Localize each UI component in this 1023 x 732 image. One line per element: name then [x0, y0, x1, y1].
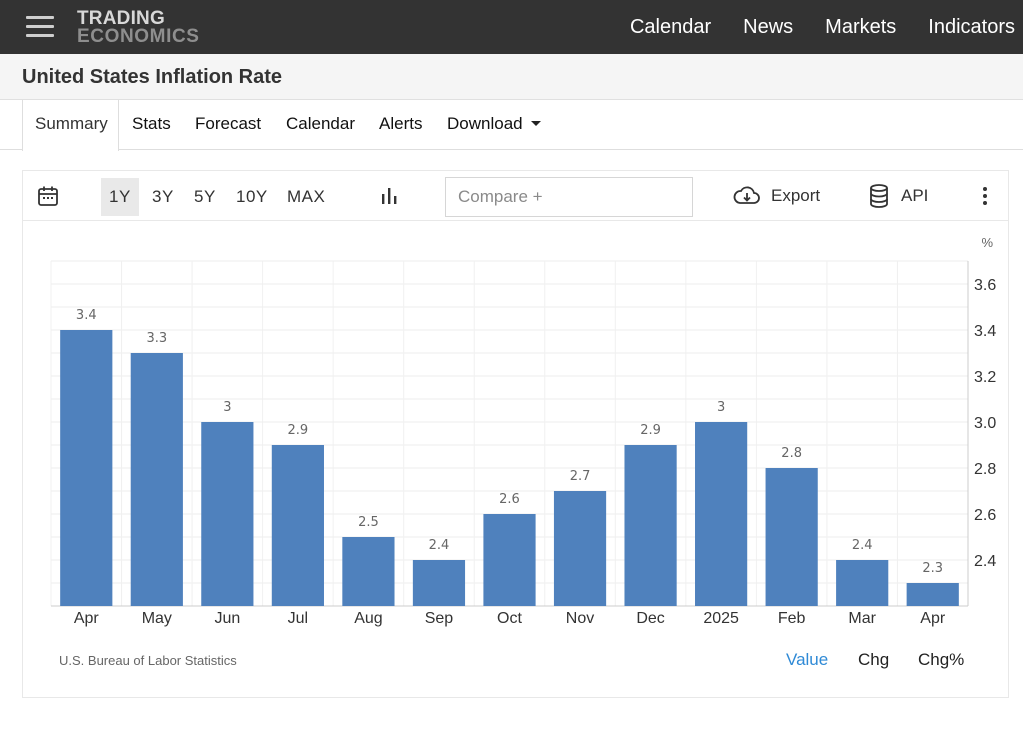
- x-tick-label: Jul: [288, 610, 308, 627]
- data-label: 3: [223, 400, 231, 415]
- more-vertical-icon[interactable]: [981, 186, 989, 206]
- nav-link-news[interactable]: News: [743, 15, 794, 38]
- range-5y[interactable]: 5Y: [194, 187, 216, 206]
- chart-bars: 3.4 3.3 3 2.9 2.5 2.4 2.6 2.7 2.9 3 2.8 2.4 2.3: [60, 308, 959, 606]
- y-tick-label: 2.4: [974, 553, 996, 570]
- range-1y[interactable]: 1Y: [101, 178, 139, 216]
- x-tick-label: 2025: [703, 610, 739, 627]
- data-label: 2.4: [852, 538, 873, 553]
- bar[interactable]: [130, 353, 183, 606]
- y-tick-label: 2.8: [974, 461, 996, 478]
- data-label: 2.5: [358, 515, 379, 530]
- cloud-download-icon[interactable]: [732, 185, 762, 207]
- caret-down-icon: [530, 120, 541, 126]
- range-max[interactable]: MAX: [287, 187, 326, 206]
- compare-input[interactable]: [445, 177, 693, 217]
- top-nav-links: Calendar News Markets Indicators: [598, 0, 1015, 54]
- nav-link-indicators[interactable]: Indicators: [928, 15, 1015, 38]
- mode-chg-pct-button[interactable]: Chg%: [918, 650, 965, 669]
- x-axis-ticks: Apr May Jun Jul Aug Sep Oct Nov Dec 2025 Feb Mar Apr: [74, 610, 946, 627]
- bar[interactable]: [342, 537, 395, 606]
- y-tick-label: 3.6: [974, 277, 996, 294]
- data-label: 3.3: [146, 331, 167, 346]
- page-title: United States Inflation Rate: [22, 66, 283, 88]
- x-tick-label: May: [142, 610, 172, 627]
- range-10y[interactable]: 10Y: [236, 187, 268, 206]
- tab-forecast[interactable]: Forecast: [195, 114, 262, 133]
- x-tick-label: Dec: [636, 610, 664, 627]
- top-nav-bar: TRADING ECONOMICS Calendar News Markets …: [0, 0, 1023, 54]
- chart-toolbar: 1Y 3Y 5Y 10Y MAX Export API: [23, 171, 1008, 221]
- hamburger-menu-icon[interactable]: [26, 16, 54, 38]
- y-tick-label: 3.2: [974, 369, 996, 386]
- data-label: 3: [717, 400, 725, 415]
- tab-bar: Summary Stats Forecast Calendar Alerts D…: [0, 100, 1023, 151]
- nav-link-markets[interactable]: Markets: [825, 15, 897, 38]
- x-tick-label: Jun: [214, 610, 240, 627]
- tab-download-label: Download: [447, 114, 523, 133]
- export-button[interactable]: Export: [771, 186, 821, 205]
- nav-link-calendar[interactable]: Calendar: [629, 15, 712, 38]
- range-3y[interactable]: 3Y: [152, 187, 174, 206]
- tab-summary[interactable]: Summary: [22, 100, 119, 151]
- y-axis-ticks: 3.6 3.4 3.2 3.0 2.8 2.6 2.4: [974, 277, 996, 570]
- y-tick-label: 3.0: [974, 415, 996, 432]
- calendar-icon[interactable]: [37, 185, 59, 207]
- api-button[interactable]: API: [901, 186, 929, 205]
- bar[interactable]: [624, 445, 677, 606]
- x-tick-label: Mar: [848, 610, 876, 627]
- tab-download[interactable]: Download: [447, 100, 541, 150]
- mode-chg-button[interactable]: Chg: [858, 650, 890, 669]
- database-icon[interactable]: [869, 184, 889, 208]
- tab-calendar[interactable]: Calendar: [286, 114, 355, 133]
- bar[interactable]: [412, 560, 466, 606]
- y-axis-unit: %: [981, 235, 993, 250]
- data-label: 2.8: [781, 446, 802, 461]
- tab-stats[interactable]: Stats: [132, 114, 171, 133]
- data-label: 2.6: [499, 492, 520, 507]
- logo-line1: TRADING: [77, 8, 165, 29]
- data-label: 2.9: [288, 423, 309, 438]
- bar[interactable]: [271, 445, 324, 606]
- bar[interactable]: [553, 491, 607, 606]
- x-tick-label: Apr: [74, 610, 100, 627]
- y-tick-label: 3.4: [974, 323, 996, 340]
- x-tick-label: Oct: [497, 610, 522, 627]
- x-tick-label: Sep: [425, 610, 454, 627]
- data-label: 2.9: [640, 423, 661, 438]
- bar[interactable]: [201, 422, 254, 606]
- data-label: 2.4: [429, 538, 450, 553]
- title-bar: United States Inflation Rate: [0, 54, 1023, 100]
- data-label: 2.3: [922, 561, 943, 576]
- bar[interactable]: [60, 330, 113, 606]
- logo-line2: ECONOMICS: [77, 26, 200, 47]
- data-source: U.S. Bureau of Labor Statistics: [59, 653, 237, 668]
- data-label: 2.7: [570, 469, 591, 484]
- bar[interactable]: [483, 514, 536, 606]
- bar[interactable]: [695, 422, 748, 606]
- y-tick-label: 2.6: [974, 507, 996, 524]
- x-tick-label: Apr: [920, 610, 946, 627]
- x-tick-label: Feb: [778, 610, 806, 627]
- bar[interactable]: [906, 583, 959, 606]
- chart-panel: 1Y 3Y 5Y 10Y MAX Export API % 3.4 3.3 3 2.9…: [22, 170, 1009, 698]
- bar[interactable]: [836, 560, 889, 606]
- x-tick-label: Aug: [354, 610, 382, 627]
- site-logo[interactable]: TRADING ECONOMICS: [77, 8, 200, 47]
- bar[interactable]: [765, 468, 818, 606]
- inflation-bar-chart: % 3.4 3.3 3 2.9 2.5 2.4 2.6 2.7 2.9 3 2.8 2.4 2.3 3.…: [50, 235, 996, 627]
- mode-value-button[interactable]: Value: [786, 650, 829, 669]
- bar-chart-icon[interactable]: [380, 186, 400, 206]
- tab-alerts[interactable]: Alerts: [379, 114, 423, 133]
- data-label: 3.4: [76, 308, 97, 323]
- x-tick-label: Nov: [566, 610, 594, 627]
